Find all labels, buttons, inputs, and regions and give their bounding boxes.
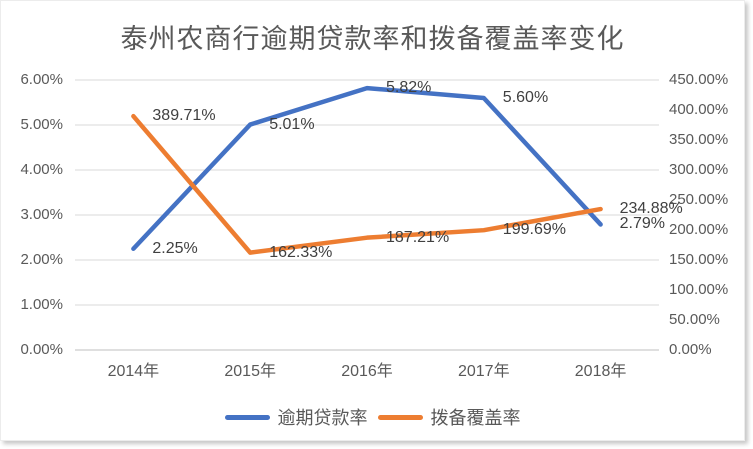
legend: 逾期贷款率 拨备覆盖率 bbox=[1, 404, 744, 430]
x-axis-label: 2018年 bbox=[574, 363, 627, 380]
data-label: 2.25% bbox=[152, 239, 198, 257]
x-axis-label: 2014年 bbox=[107, 363, 160, 380]
left-axis-tick-label: 3.00% bbox=[20, 206, 63, 223]
data-label: 2.79% bbox=[619, 215, 665, 233]
data-label: 162.33% bbox=[269, 243, 333, 261]
data-label: 389.71% bbox=[152, 107, 216, 125]
right-axis-tick-label: 200.00% bbox=[669, 221, 729, 238]
chart-surface: 泰州农商行逾期贷款率和拨备覆盖率变化 0.00% 1.00% 2.00% 3.00% 4… bbox=[0, 0, 745, 441]
right-axis-tick-label: 350.00% bbox=[669, 131, 729, 148]
right-axis-tick-label: 150.00% bbox=[669, 251, 729, 268]
legend-item-provision-coverage: 拨备覆盖率 bbox=[377, 404, 521, 430]
gridlines bbox=[75, 79, 659, 351]
data-label: 5.01% bbox=[269, 115, 315, 133]
left-axis-tick-label: 0.00% bbox=[20, 341, 63, 358]
right-axis-tick-label: 50.00% bbox=[669, 311, 720, 328]
legend-label: 逾期贷款率 bbox=[277, 408, 368, 428]
series-lines bbox=[131, 85, 603, 255]
x-axis-label: 2016年 bbox=[341, 363, 393, 380]
left-axis-tick-label: 5.00% bbox=[20, 116, 63, 133]
right-axis-tick-label: 450.00% bbox=[669, 71, 729, 88]
legend-line-swatch-blue bbox=[224, 414, 270, 420]
series-line-0 bbox=[131, 85, 603, 251]
data-label: 5.82% bbox=[386, 79, 432, 97]
data-label: 187.21% bbox=[386, 228, 450, 246]
x-axis-label: 2017年 bbox=[457, 363, 510, 380]
right-axis-tick-label: 100.00% bbox=[669, 281, 729, 298]
series-line-1 bbox=[131, 113, 603, 255]
right-axis-tick-label: 250.00% bbox=[669, 191, 729, 208]
data-label: 5.60% bbox=[502, 89, 549, 106]
chart-title: 泰州农商行逾期贷款率和拨备覆盖率变化 bbox=[120, 24, 625, 54]
left-axis-tick-label: 4.00% bbox=[20, 161, 63, 178]
left-axis-tick-label: 6.00% bbox=[20, 71, 63, 88]
legend-label: 拨备覆盖率 bbox=[430, 408, 521, 428]
right-axis-tick-label: 400.00% bbox=[669, 101, 729, 118]
right-axis-tick-label: 300.00% bbox=[669, 161, 729, 178]
left-axis-tick-label: 1.00% bbox=[20, 296, 63, 313]
left-axis-tick-label: 2.00% bbox=[20, 251, 63, 268]
legend-line-swatch-orange bbox=[377, 414, 423, 420]
data-label: 199.69% bbox=[502, 221, 566, 239]
data-label: 234.88% bbox=[619, 200, 683, 218]
right-axis-tick-label: 0.00% bbox=[669, 341, 712, 358]
legend-item-overdue-loan-rate: 逾期贷款率 bbox=[224, 404, 368, 430]
x-axis-label: 2015年 bbox=[224, 363, 276, 380]
